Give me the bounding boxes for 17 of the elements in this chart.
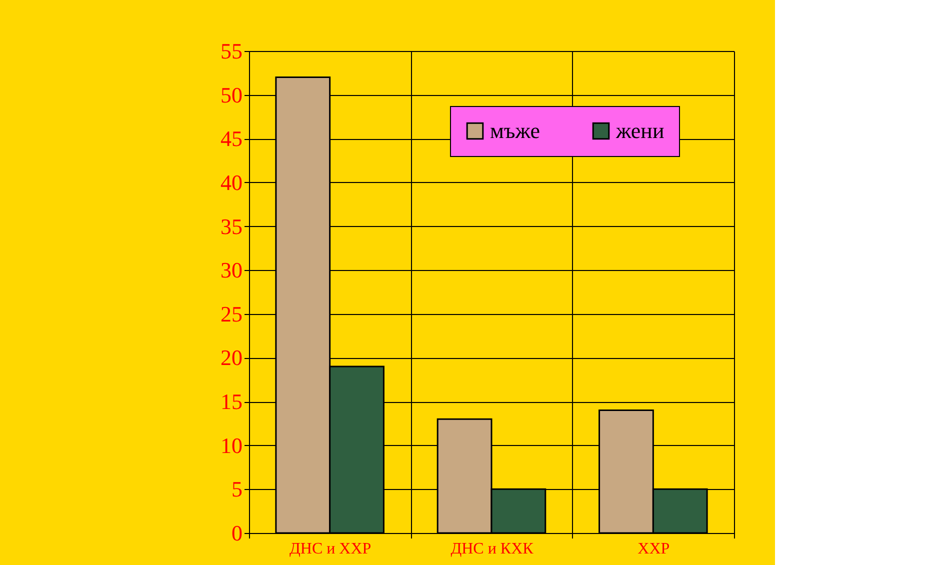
y-tick-label: 45 xyxy=(220,126,242,152)
y-tick-label: 15 xyxy=(220,389,242,414)
y-tick-label: 5 xyxy=(232,476,242,502)
y-tick-label: 50 xyxy=(220,82,242,108)
x-tick-label: ХХР xyxy=(638,540,670,558)
y-tick-label: 35 xyxy=(220,214,242,239)
y-tick-label: 25 xyxy=(220,301,242,326)
y-tick-label: 40 xyxy=(220,170,242,195)
x-tick-label: ДНС и КХК xyxy=(450,540,534,558)
y-tick-label: 30 xyxy=(220,258,242,283)
y-tick-label: 10 xyxy=(220,432,242,458)
x-tick-label: ДНС и ХХР xyxy=(289,540,372,558)
legend-label: жени xyxy=(615,118,664,143)
y-tick-label: 0 xyxy=(232,520,242,546)
legend-label: мъже xyxy=(490,118,540,143)
y-tick-label: 20 xyxy=(220,345,242,370)
y-tick-label: 55 xyxy=(220,38,242,64)
